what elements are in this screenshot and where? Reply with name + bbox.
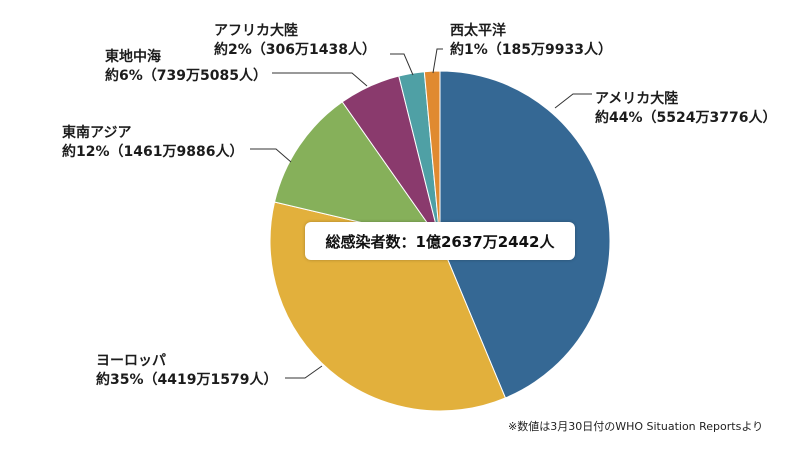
label-africa: アフリカ大陸 約2%（306万1438人） [214,22,376,60]
leader-line-america [554,93,592,109]
label-e-med-name: 東地中海 [105,49,161,65]
leader-line-e-med [272,72,368,87]
source-footnote: ※数値は3月30日付のWHO Situation Reportsより [508,420,764,433]
label-africa-value: 約2%（306万1438人） [214,42,376,58]
leader-line-africa [390,53,414,76]
label-america-name: アメリカ大陸 [595,91,679,107]
pie-slice-2 [273,101,442,242]
leader-line-europe [285,365,323,379]
label-europe: ヨーロッパ 約35%（4419万1579人） [96,352,277,390]
pie-slice-5 [423,70,441,242]
label-w-pacific-name: 西太平洋 [450,23,506,39]
label-africa-name: アフリカ大陸 [214,23,298,39]
label-w-pacific-value: 約1%（185万9933人） [450,42,612,58]
total-infections-box: 総感染者数：1億2637万2442人 [305,222,575,260]
label-e-med-value: 約6%（739万5085人） [105,68,267,84]
leader-lines [250,48,592,379]
label-se-asia-name: 東南アジア [62,125,132,141]
label-e-med: 東地中海 約6%（739万5085人） [105,48,267,86]
leader-line-w-pacific [432,48,443,74]
label-america-value: 約44%（5524万3776人） [595,110,777,126]
total-infections-label: 総感染者数：1億2637万2442人 [325,232,555,251]
leader-line-se-asia [250,148,292,163]
label-america: アメリカ大陸 約44%（5524万3776人） [595,90,776,128]
label-se-asia-value: 約12%（1461万9886人） [62,144,244,160]
label-w-pacific: 西太平洋 約1%（185万9933人） [450,22,612,60]
label-se-asia: 東南アジア 約12%（1461万9886人） [62,124,243,162]
label-europe-value: 約35%（4419万1579人） [96,372,278,388]
label-europe-name: ヨーロッパ [96,353,166,369]
